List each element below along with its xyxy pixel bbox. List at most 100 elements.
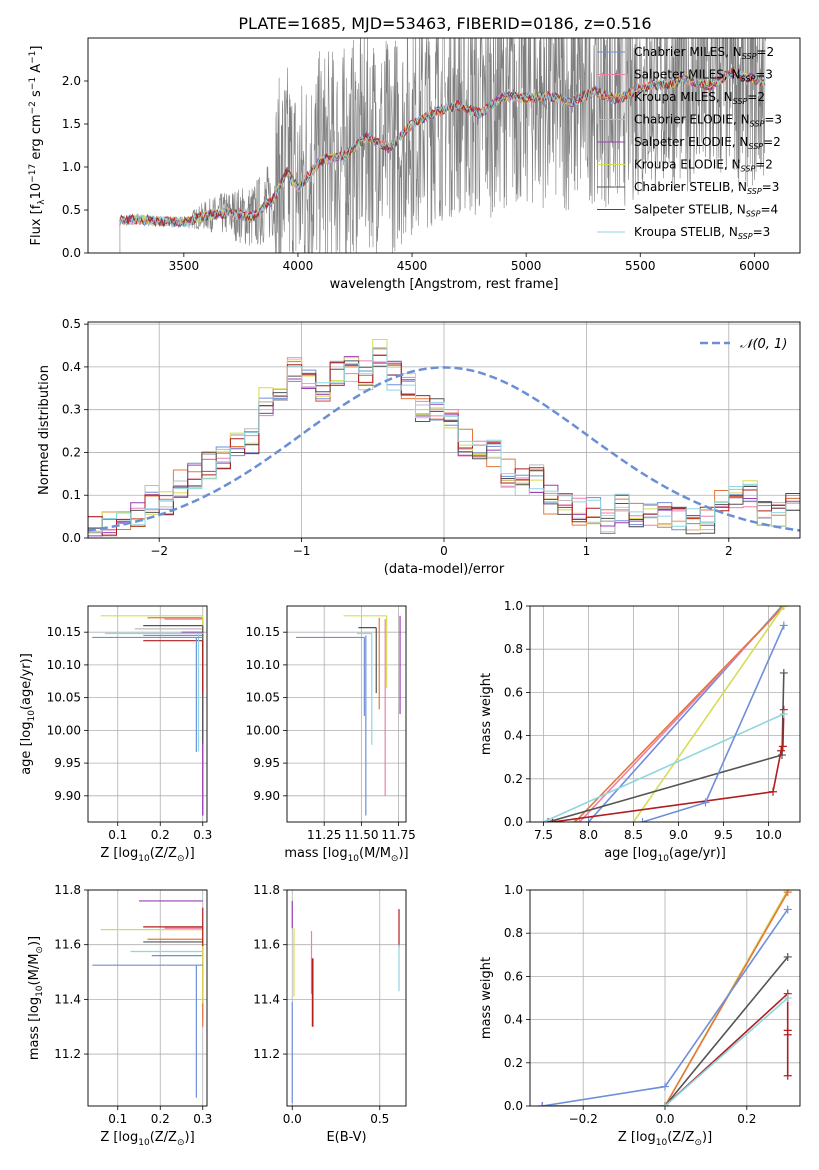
histogram-series <box>88 348 800 538</box>
data-point <box>164 618 204 803</box>
x-tick-label: 4000 <box>283 259 314 273</box>
line-plot <box>539 606 788 822</box>
y-tick-label: 10.10 <box>47 658 81 672</box>
mass-weight-series <box>664 956 789 1106</box>
y-tick-label: 0.8 <box>504 642 523 656</box>
charts: 3500 4000 4500 5000 5500 6000 0.0 0.5 1.0 1.5 2.0 w… <box>19 37 801 1148</box>
spectrum-legend: Chabrier MILES, NSSP=2 Salpeter MILES, NS… <box>597 45 782 241</box>
plus-marker <box>548 818 557 822</box>
x-tick-label: 0.3 <box>193 828 212 842</box>
data-point <box>92 636 203 752</box>
histogram-series <box>88 360 800 538</box>
legend-entry: Chabrier MILES, NSSP=2 <box>634 45 774 61</box>
plus-marker <box>539 818 548 822</box>
y-tick-label: 0.2 <box>504 1056 523 1070</box>
x-tick-label: 0.2 <box>151 828 170 842</box>
x-tick-label: 0.0 <box>283 1112 302 1126</box>
legend-entry: Chabrier ELODIE, NSSP=3 <box>634 113 782 129</box>
axes-frame <box>529 605 801 823</box>
y-tick-label: 1.0 <box>504 599 523 613</box>
y-axis-label: mass weight <box>479 957 494 1039</box>
y-tick-label: 0.0 <box>504 815 523 829</box>
x-tick-label: 11.75 <box>381 828 415 842</box>
plus-marker <box>661 1102 669 1106</box>
y-tick-label: 0.0 <box>62 531 81 545</box>
x-tick-label: 5000 <box>511 259 542 273</box>
x-tick-label: 5500 <box>625 259 656 273</box>
y-axis-label: Flux [fλ10−17 erg cm−2 s−1 A−1] <box>28 46 47 246</box>
x-axis-label: age [log10(age/yr)] <box>604 846 726 864</box>
plus-marker <box>769 787 777 796</box>
y-tick-label: 0.0 <box>504 1099 523 1113</box>
legend-entry: Chabrier STELIB, NSSP=3 <box>634 180 779 196</box>
y-tick-label: 1.0 <box>504 883 523 897</box>
plus-marker <box>783 1071 792 1080</box>
data-point <box>343 615 388 688</box>
y-axis-label: mass weight <box>479 673 494 755</box>
observed-spectrum <box>119 38 766 253</box>
data-point <box>143 622 204 816</box>
legend-entry: Kroupa STELIB, NSSP=3 <box>634 225 770 241</box>
legend-entry: Salpeter ELODIE, NSSP=2 <box>634 135 781 151</box>
x-tick-label: 11.25 <box>307 828 341 842</box>
plus-marker <box>779 621 788 630</box>
x-axis-label: Z [log10(Z/Z⊙)] <box>100 846 194 864</box>
plus-marker <box>638 818 647 822</box>
axes-mass-vs-z: 0.1 0.2 0.3 11.2 11.4 11.6 11.8 <box>54 883 212 1126</box>
axes-residuals: −2 −1 0 1 2 0.0 0.1 0.2 0.3 0.4 0.5 <box>62 317 800 558</box>
y-tick-label: 0.6 <box>504 969 523 983</box>
y-tick-label: 11.6 <box>253 938 280 952</box>
plus-marker <box>783 905 792 914</box>
axes-frame <box>87 321 801 539</box>
x-tick-label: 2 <box>725 544 733 558</box>
mass-weight-series <box>547 672 785 822</box>
y-tick-label: 0.2 <box>504 772 523 786</box>
x-tick-label: 0.3 <box>193 1112 212 1126</box>
y-tick-label: 1.5 <box>62 117 81 131</box>
x-tick-label: 6000 <box>739 259 770 273</box>
legend-entry: Salpeter STELIB, NSSP=4 <box>634 203 778 219</box>
data-point <box>134 628 204 695</box>
data-point <box>92 964 203 1098</box>
x-tick-label: 11.50 <box>344 828 378 842</box>
y-tick-label: 11.8 <box>54 883 81 897</box>
axes-mass-weight-vs-z: −0.2 0.0 0.2 0.0 0.2 0.4 0.6 0.8 1.0 <box>504 883 800 1126</box>
y-tick-label: 11.2 <box>253 1047 280 1061</box>
plus-marker <box>777 746 786 755</box>
data-point <box>100 615 204 688</box>
errorbar-plot <box>291 900 400 1104</box>
y-tick-label: 10.15 <box>246 625 280 639</box>
x-tick-label: 9.0 <box>669 828 688 842</box>
data-point <box>147 617 204 710</box>
errorbar-plot <box>295 615 401 816</box>
data-point <box>100 929 204 1004</box>
data-point <box>105 632 203 752</box>
x-axis-label: Z [log10(Z/Z⊙)] <box>618 1130 712 1148</box>
x-tick-label: −2 <box>150 544 168 558</box>
x-tick-label: 1 <box>583 544 591 558</box>
line-plot <box>538 890 792 1106</box>
axes-spectrum: 3500 4000 4500 5000 5500 6000 0.0 0.5 1.0 1.5 2.0 <box>62 74 770 273</box>
plus-marker <box>584 818 593 822</box>
x-axis-label: mass [log10(M/M⊙)] <box>284 846 408 864</box>
axes-mass-vs-ebv: 0.0 0.5 11.2 11.4 11.6 11.8 <box>253 883 406 1126</box>
y-tick-label: 0.5 <box>62 203 81 217</box>
y-tick-label: 0.5 <box>62 317 81 331</box>
y-tick-label: 10.10 <box>246 658 280 672</box>
figure-title: PLATE=1685, MJD=53463, FIBERID=0186, z=0… <box>238 14 651 33</box>
y-tick-label: 9.95 <box>253 756 280 770</box>
y-tick-label: 0.3 <box>62 403 81 417</box>
x-tick-label: 0.0 <box>655 1112 674 1126</box>
data-point <box>358 626 377 694</box>
y-tick-label: 11.6 <box>54 938 81 952</box>
axes-age-vs-mass: 11.25 11.50 11.75 9.90 9.95 10.00 10.05 10.10 10… <box>246 606 416 842</box>
data-point <box>143 640 204 694</box>
data-point <box>356 632 373 745</box>
data-point <box>295 636 365 716</box>
x-tick-label: 0.2 <box>737 1112 756 1126</box>
axes-frame <box>87 37 801 254</box>
errorbar-plot <box>92 900 204 1098</box>
plus-marker <box>779 710 788 718</box>
spectrum-plot <box>119 38 766 253</box>
